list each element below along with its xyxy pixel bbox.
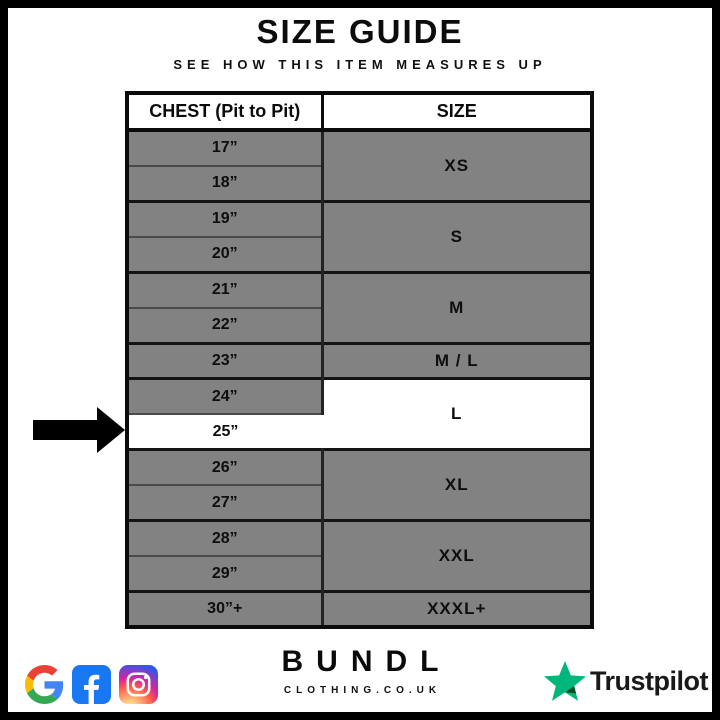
facebook-icon [72, 665, 111, 704]
table-row: 25” [127, 413, 592, 450]
table-row: 26” XL [127, 448, 592, 521]
table-row: 24” L [127, 377, 592, 450]
table-row: 20” [127, 235, 592, 272]
google-icon [25, 665, 64, 704]
size-cell: M [322, 270, 592, 343]
table-row: 28” XXL [127, 519, 592, 592]
page-subtitle: SEE HOW THIS ITEM MEASURES UP [173, 57, 547, 72]
brand-logo: BUNDL CLOTHING.CO.UK [8, 647, 712, 697]
table-row: 22” [127, 306, 592, 343]
size-cell: XS [322, 128, 592, 201]
column-header-size: SIZE [320, 93, 592, 132]
brand-domain: CLOTHING.CO.UK [283, 685, 442, 696]
instagram-icon [119, 665, 158, 704]
size-cell: XXL [322, 519, 592, 592]
table-row: 18” [127, 164, 592, 201]
chest-cell: 28” [127, 519, 324, 556]
chest-cell: 20” [127, 235, 324, 272]
table-row: 27” [127, 484, 592, 521]
table-row: 30”+ XXXL+ [127, 590, 592, 627]
brand-name: BUNDL [281, 645, 452, 678]
chest-cell: 23” [127, 341, 324, 379]
chest-cell: 26” [127, 448, 324, 485]
size-table: CHEST (Pit to Pit) SIZE 17” XS 18” 19” S 20” 2… [125, 91, 594, 629]
size-cell: S [322, 199, 592, 272]
chest-cell: 21” [127, 270, 324, 308]
page-title: SIZE GUIDE [256, 13, 464, 50]
chest-cell: 25” [127, 413, 322, 450]
chest-cell: 17” [127, 128, 324, 166]
size-cell: XXXL+ [322, 590, 592, 627]
chest-cell: 29” [127, 555, 324, 592]
table-row: 21” M [127, 270, 592, 343]
chest-cell: 27” [127, 484, 324, 521]
trustpilot-label: Trustpilot [590, 665, 709, 696]
chest-cell: 30”+ [127, 590, 324, 627]
table-row: 23” M / L [127, 341, 592, 379]
table-row: 17” XS [127, 128, 592, 201]
table-row: 29” [127, 555, 592, 592]
social-icons [25, 665, 158, 704]
trustpilot-star-icon [544, 661, 586, 701]
trustpilot-logo: Trustpilot [544, 661, 709, 701]
chest-cell: 19” [127, 199, 324, 237]
chest-cell: 24” [127, 377, 324, 414]
table-row: 19” S [127, 199, 592, 272]
size-table-body: 17” XS 18” 19” S 20” 21” M 22” 23” M / L 24” L 25” 26”… [127, 128, 592, 627]
size-cell: XL [322, 448, 592, 521]
chest-cell: 22” [127, 306, 324, 343]
size-cell: M / L [322, 341, 592, 379]
selection-arrow-icon [33, 407, 125, 453]
column-header-chest: CHEST (Pit to Pit) [127, 93, 322, 132]
table-header-row: CHEST (Pit to Pit) SIZE [127, 93, 592, 132]
chest-cell: 18” [127, 164, 324, 201]
size-cell: L [322, 377, 592, 450]
